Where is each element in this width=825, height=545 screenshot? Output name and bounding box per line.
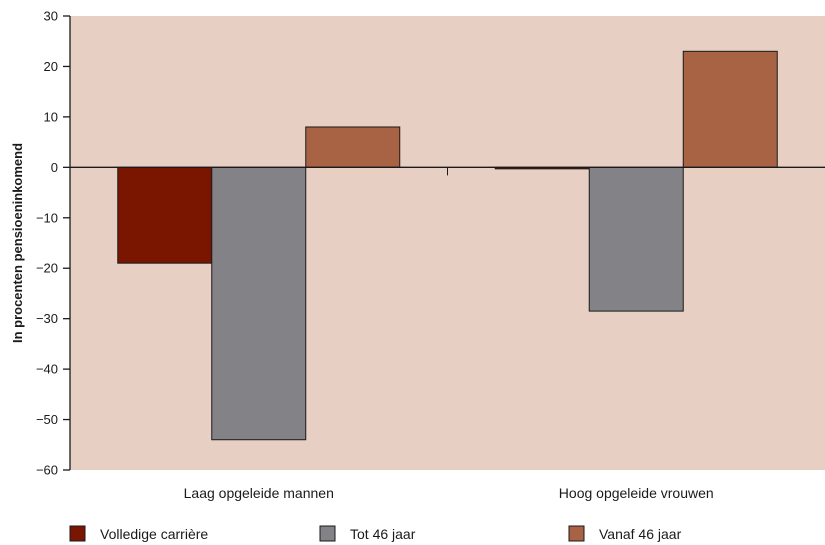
- y-axis-ticks: 30 20 10 0 −10 −20 −30 −40 −50 −60: [36, 9, 70, 478]
- legend-swatch: [319, 525, 336, 542]
- y-tick-label: 0: [51, 160, 58, 175]
- y-tick-label: −10: [36, 210, 58, 225]
- y-tick-label: 20: [44, 59, 58, 74]
- bar-tot-46-jaar-0: [211, 166, 307, 441]
- legend-label: Tot 46 jaar: [350, 526, 416, 542]
- legend-label: Volledige carrière: [100, 526, 208, 542]
- y-tick-label: 10: [44, 109, 58, 124]
- y-tick-label: −40: [36, 362, 58, 377]
- legend-swatch: [69, 525, 86, 542]
- bar-vanaf-46-jaar-1: [682, 50, 778, 168]
- y-tick-label: −50: [36, 412, 58, 427]
- y-tick-label: −60: [36, 463, 58, 478]
- bar-volledige-carri-re-0: [117, 166, 213, 264]
- bar-tot-46-jaar-1: [588, 166, 684, 312]
- y-tick-label: −30: [36, 311, 58, 326]
- y-tick-label: 30: [44, 9, 58, 24]
- y-axis-label: In procenten pensioeninkomend: [10, 143, 25, 343]
- bars-group: [117, 50, 778, 441]
- category-label: Hoog opgeleide vrouwen: [559, 485, 714, 501]
- legend-label: Vanaf 46 jaar: [599, 526, 682, 542]
- category-labels: Laag opgeleide mannen Hoog opgeleide vrou…: [184, 485, 714, 501]
- legend-swatch: [568, 525, 585, 542]
- category-label: Laag opgeleide mannen: [184, 485, 334, 501]
- bar-vanaf-46-jaar-0: [305, 126, 401, 168]
- y-tick-label: −20: [36, 261, 58, 276]
- legend: Volledige carrière Tot 46 jaar Vanaf 46 ja…: [69, 525, 682, 542]
